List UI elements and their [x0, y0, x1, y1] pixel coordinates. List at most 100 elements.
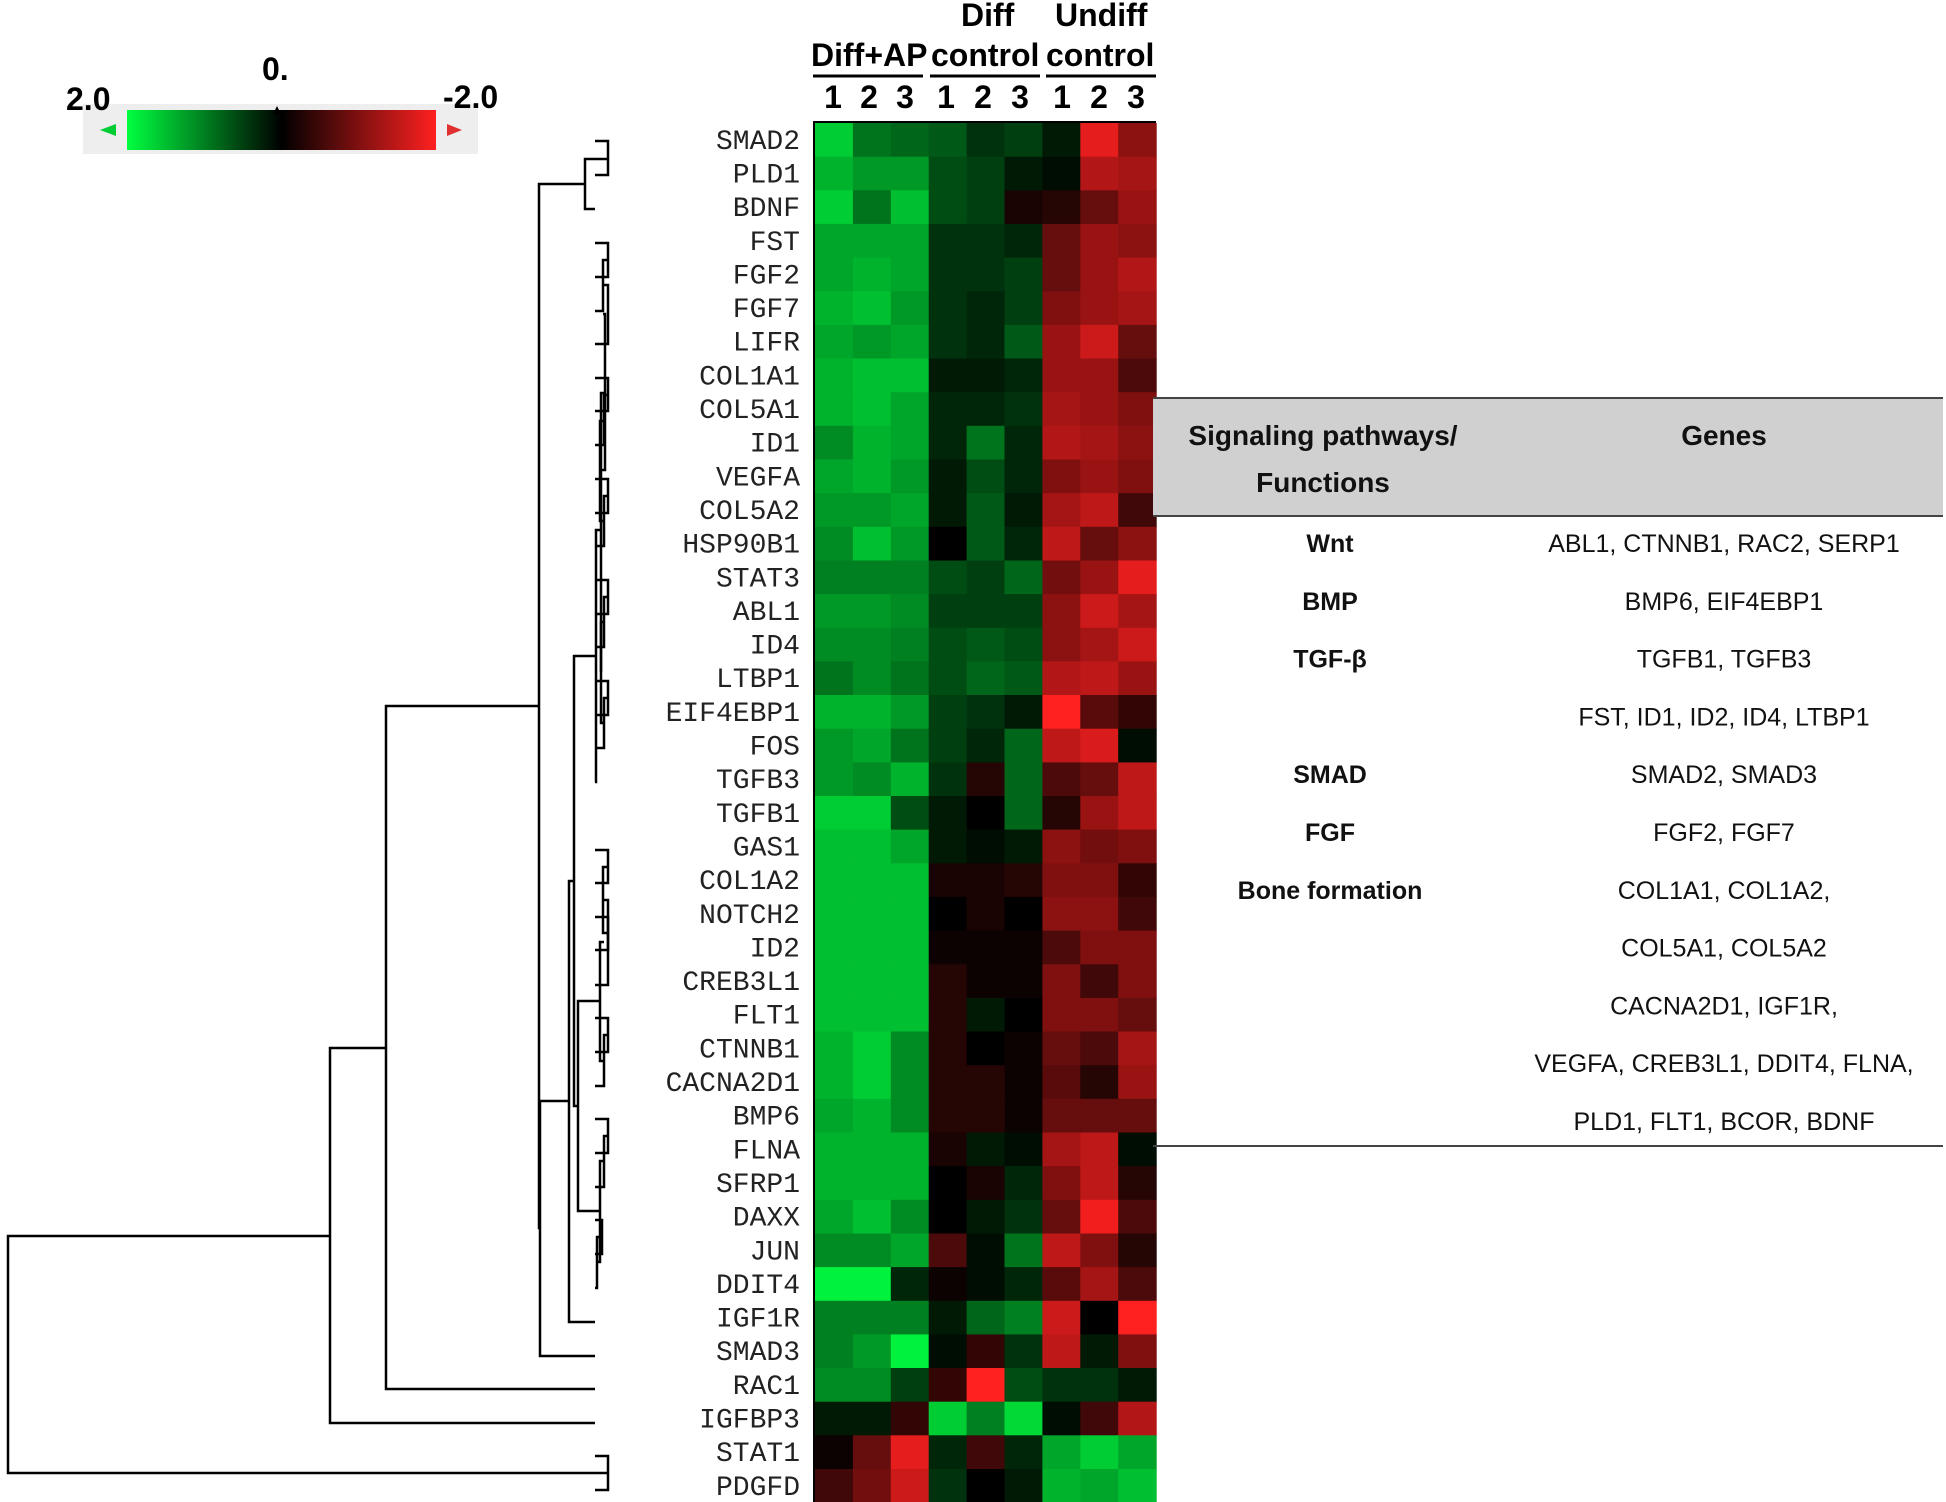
gene-label: EIF4EBP1 — [666, 699, 800, 730]
heatmap-cell — [1004, 425, 1043, 461]
heatmap-cell — [890, 392, 930, 427]
heatmap-cell — [928, 1065, 968, 1100]
heatmap-cell — [928, 190, 968, 225]
heatmap-cell — [890, 1401, 930, 1436]
heatmap-cell — [815, 1098, 854, 1134]
table-gene-list: FST, ID1, ID2, ID4, LTBP1 — [1578, 703, 1869, 731]
heatmap-cell — [852, 896, 892, 932]
heatmap-cell — [1080, 1065, 1119, 1100]
heatmap-cell — [815, 425, 854, 461]
heatmap-cell — [815, 1368, 854, 1403]
heatmap-cell — [1004, 1435, 1043, 1470]
heatmap-cell — [852, 1469, 892, 1502]
heatmap-cell — [1080, 459, 1119, 494]
heatmap-cell — [1080, 1166, 1119, 1201]
heatmap-cell — [815, 930, 854, 965]
heatmap-cell — [1080, 123, 1119, 158]
gene-label: STAT3 — [716, 564, 800, 595]
heatmap-cell — [852, 1166, 892, 1201]
heatmap-cell — [966, 1469, 1006, 1502]
gene-label: ABL1 — [733, 598, 800, 629]
heatmap-cell — [1004, 796, 1043, 831]
heatmap-cell — [1042, 1401, 1081, 1436]
table-gene-list: PLD1, FLT1, BCOR, BDNF — [1574, 1108, 1875, 1136]
heatmap-cell — [1042, 1199, 1081, 1235]
heatmap-cell — [1118, 493, 1157, 528]
heatmap-cell — [1118, 291, 1157, 326]
heatmap-cell — [815, 1267, 854, 1302]
heatmap-cell — [1004, 1368, 1043, 1403]
heatmap-cell — [890, 997, 930, 1033]
replicate-label: 1 — [1053, 79, 1071, 115]
heatmap-cell — [1004, 190, 1043, 225]
replicate-label: 2 — [974, 79, 992, 115]
heatmap-cell — [928, 459, 968, 494]
heatmap-cell — [1042, 123, 1081, 158]
heatmap-cell — [966, 896, 1006, 932]
group-header-diff-line1: Diff — [961, 0, 1015, 33]
table-pathway-name: Bone formation — [1238, 877, 1423, 905]
heatmap-cell — [1080, 997, 1119, 1033]
heatmap-cell — [890, 526, 930, 562]
heatmap-cell — [966, 324, 1006, 360]
heatmap-cell — [1004, 358, 1043, 393]
heatmap-cell — [1118, 526, 1157, 562]
heatmap-cell — [1080, 1469, 1119, 1502]
scale-mid-marker-icon — [273, 106, 281, 114]
gene-label: CREB3L1 — [682, 968, 800, 999]
heatmap-cell — [1080, 156, 1119, 191]
heatmap-cell — [1118, 358, 1157, 393]
heatmap-cell — [815, 661, 854, 696]
heatmap-cell — [966, 594, 1006, 629]
heatmap-cell — [815, 695, 854, 730]
heatmap-cell — [1042, 1368, 1081, 1403]
heatmap-cell — [928, 964, 968, 999]
heatmap-cell — [852, 190, 892, 225]
heatmap-cell — [1042, 291, 1081, 326]
heatmap-cell — [928, 560, 968, 595]
heatmap-cell — [928, 1300, 968, 1336]
heatmap-cell — [815, 257, 854, 292]
gene-label: CACNA2D1 — [666, 1069, 800, 1100]
heatmap-cell — [815, 358, 854, 393]
gene-label: DAXX — [733, 1204, 800, 1235]
heatmap-cell — [966, 392, 1006, 427]
heatmap-cell — [852, 257, 892, 292]
heatmap-cell — [1080, 1031, 1119, 1066]
heatmap-cell — [1004, 762, 1043, 797]
heatmap-cell — [966, 695, 1006, 730]
heatmap-cell — [815, 1199, 854, 1235]
heatmap-cell — [928, 1233, 968, 1268]
heatmap-cell — [1080, 1267, 1119, 1302]
heatmap-cell — [890, 1334, 930, 1369]
heatmap-cell — [1004, 392, 1043, 427]
heatmap-cell — [928, 291, 968, 326]
heatmap-cell — [1118, 695, 1157, 730]
heatmap-cell — [815, 762, 854, 797]
gene-label: CTNNB1 — [699, 1035, 800, 1066]
heatmap-cell — [1042, 560, 1081, 595]
heatmap-cell — [1118, 223, 1157, 259]
heatmap-cell — [815, 1435, 854, 1470]
heatmap-cell — [1118, 190, 1157, 225]
table-gene-list: COL1A1, COL1A2, — [1618, 877, 1831, 905]
column-headers: Diff+AP Diff control Undiff control 1 2 … — [811, 0, 1156, 115]
gene-label: LIFR — [733, 329, 800, 360]
heatmap-cell — [1118, 1469, 1157, 1502]
heatmap-cell — [815, 459, 854, 494]
table-pathway-name: TGF-β — [1293, 646, 1367, 674]
heatmap-cell — [815, 1334, 854, 1369]
heatmap-cell — [1042, 1267, 1081, 1302]
heatmap-cell — [1080, 1233, 1119, 1268]
table-pathway-name: SMAD — [1293, 761, 1367, 789]
heatmap-cell — [1042, 223, 1081, 259]
gene-label: FGF2 — [733, 261, 800, 292]
heatmap-cell — [1042, 459, 1081, 494]
heatmap-cell — [890, 1166, 930, 1201]
heatmap-cell — [928, 863, 968, 898]
heatmap-cell — [890, 930, 930, 965]
heatmap-cell — [1080, 1300, 1119, 1336]
table-gene-list: VEGFA, CREB3L1, DDIT4, FLNA, — [1534, 1050, 1913, 1078]
heatmap-cell — [966, 930, 1006, 965]
heatmap-cell — [1042, 156, 1081, 191]
